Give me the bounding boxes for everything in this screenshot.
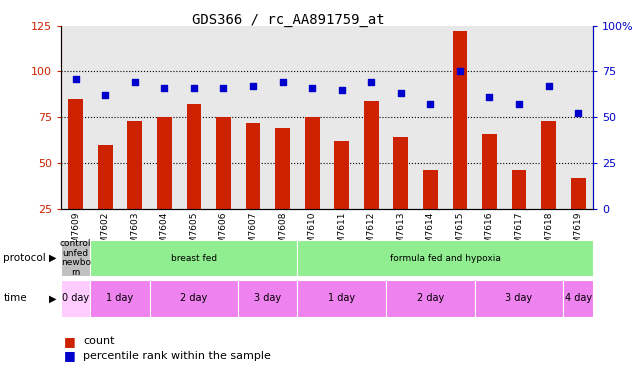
Text: ■: ■ [64,349,76,362]
Bar [216,117,231,209]
Text: 1 day: 1 day [328,293,355,303]
Point [307,85,317,91]
Bar [157,117,172,209]
Point [219,85,229,91]
Text: protocol: protocol [3,253,46,263]
Point [337,87,347,93]
Bar [364,101,379,209]
Bar [90,280,149,317]
Bar [297,240,593,276]
Point [395,90,406,96]
Bar [475,280,563,317]
Point [159,85,169,91]
Point [455,68,465,74]
Text: 2 day: 2 day [180,293,208,303]
Point [248,83,258,89]
Bar [453,31,467,209]
Point [573,111,583,116]
Bar [98,145,113,209]
Bar [128,121,142,209]
Bar [238,280,297,317]
Text: GDS366 / rc_AA891759_at: GDS366 / rc_AA891759_at [192,13,385,27]
Point [278,79,288,85]
Bar [246,123,260,209]
Bar [386,280,475,317]
Bar [69,99,83,209]
Bar [423,170,438,209]
Bar [275,128,290,209]
Bar [187,104,201,209]
Text: 2 day: 2 day [417,293,444,303]
Point [425,101,435,107]
Point [100,92,110,98]
Text: ▶: ▶ [49,253,56,263]
Text: count: count [83,336,115,346]
Text: breast fed: breast fed [171,254,217,262]
Text: control
unfed
newbo
rn: control unfed newbo rn [60,239,92,277]
Bar [512,170,526,209]
Point [129,79,140,85]
Bar [482,134,497,209]
Bar [90,240,297,276]
Bar [297,280,386,317]
Point [485,94,495,100]
Point [544,83,554,89]
Text: percentile rank within the sample: percentile rank within the sample [83,351,271,361]
Point [366,79,376,85]
Point [514,101,524,107]
Point [71,76,81,82]
Text: ■: ■ [64,335,76,348]
Text: formula fed and hypoxia: formula fed and hypoxia [390,254,501,262]
Bar [541,121,556,209]
Bar [149,280,238,317]
Text: 3 day: 3 day [506,293,533,303]
Text: time: time [3,293,27,303]
Bar [335,141,349,209]
Bar [394,137,408,209]
Bar [570,178,585,209]
Text: 1 day: 1 day [106,293,133,303]
Text: 4 day: 4 day [565,293,592,303]
Bar [61,240,90,276]
Bar [563,280,593,317]
Text: 3 day: 3 day [254,293,281,303]
Text: ▶: ▶ [49,293,56,303]
Bar [61,280,90,317]
Point [189,85,199,91]
Text: 0 day: 0 day [62,293,89,303]
Bar [304,117,319,209]
